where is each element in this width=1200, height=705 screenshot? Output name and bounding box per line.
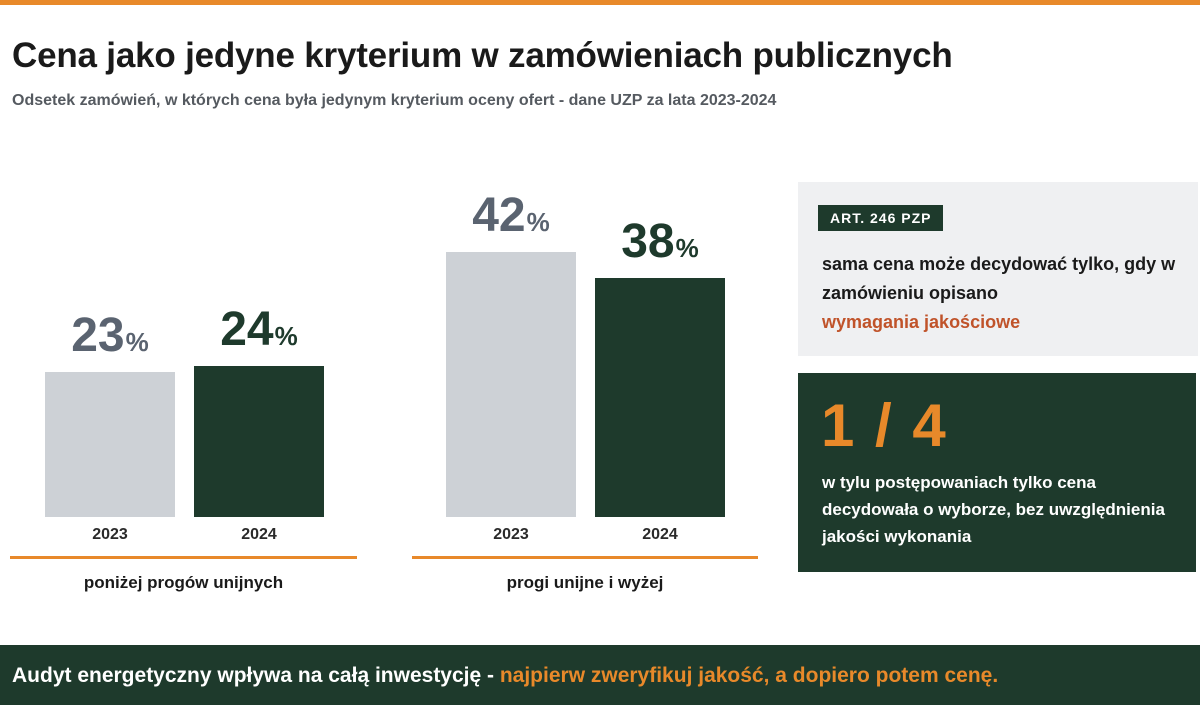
info-highlight-text: wymagania jakościowe (822, 312, 1021, 332)
bar (45, 372, 175, 517)
info-text: sama cena może decydować tylko, gdy w za… (822, 250, 1192, 337)
group-label: progi unijne i wyżej (506, 573, 664, 592)
tick-label: 2024 (241, 526, 277, 543)
article-badge: ART. 246 PZP (818, 205, 944, 231)
bar-value-number: 23 (71, 309, 125, 363)
bar-value-unit: % (274, 320, 298, 351)
bar-value-unit: % (526, 207, 550, 238)
bar (595, 277, 725, 517)
bar-value-number: 38 (621, 214, 675, 268)
page-subtitle: Odsetek zamówień, w których cena była je… (12, 92, 777, 109)
bar (194, 365, 324, 517)
footer-highlight-text: najpierw zweryfikuj jakość, a dopiero po… (499, 664, 999, 687)
bar-value-label: 38% (595, 214, 725, 268)
bar-value-unit: % (675, 232, 699, 263)
bar-value-number: 42 (472, 189, 526, 243)
page-title: Cena jako jedyne kryterium w zamówieniac… (12, 36, 953, 75)
info-main-text: sama cena może decydować tylko, gdy w za… (822, 254, 1176, 303)
bar-value-number: 24 (220, 302, 274, 356)
bar-value-unit: % (125, 327, 149, 358)
tick-label: 2023 (92, 526, 128, 543)
bar-value-label: 23% (45, 312, 175, 360)
tick-label: 2023 (493, 526, 529, 543)
stat-big-number: 1 / 4 (821, 392, 948, 459)
bar-value-label: 24% (194, 302, 324, 356)
footer-text: Audyt energetyczny wpływa na całą inwest… (12, 664, 998, 688)
footer-banner: Audyt energetyczny wpływa na całą inwest… (0, 645, 1200, 705)
info-box: ART. 246 PZP sama cena może decydować ty… (798, 182, 1198, 356)
bar (446, 252, 576, 517)
tick-label: 2024 (642, 526, 678, 543)
top-accent-rule (0, 0, 1200, 5)
bar-value-label: 42% (446, 192, 576, 240)
group-label: poniżej progów unijnych (83, 573, 284, 592)
stat-description: w tylu postępowaniach tylko cena decydow… (822, 473, 1165, 546)
group-rule (10, 556, 357, 559)
footer-main-text: Audyt energetyczny wpływa na całą inwest… (12, 664, 500, 687)
stat-box: 1 / 4 w tylu postępowaniach tylko cena d… (798, 373, 1196, 572)
group-rule (412, 556, 758, 559)
